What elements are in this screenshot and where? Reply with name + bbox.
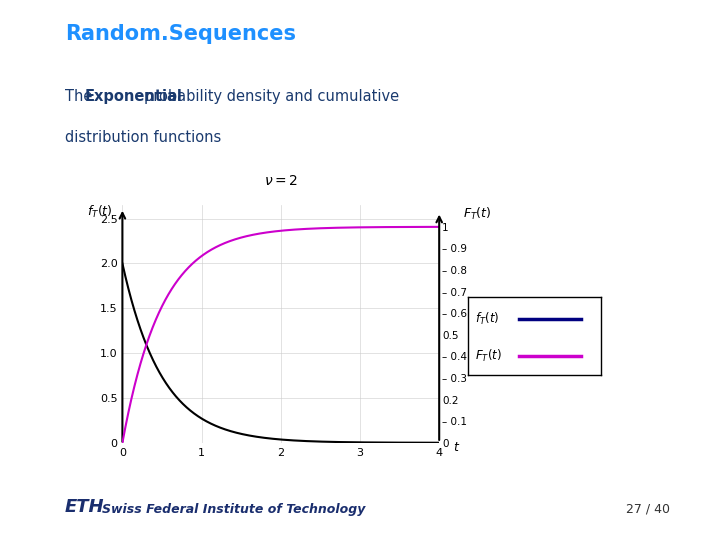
Text: $\nu = 2$: $\nu = 2$: [264, 174, 298, 188]
Text: Swiss Federal Institute of Technology: Swiss Federal Institute of Technology: [102, 503, 366, 516]
Text: 27 / 40: 27 / 40: [626, 503, 670, 516]
Text: Random.Sequences: Random.Sequences: [65, 24, 296, 44]
Text: probability density and cumulative: probability density and cumulative: [144, 89, 399, 104]
Text: $f_T(t)$: $f_T(t)$: [474, 311, 499, 327]
Text: $f_T(t)$: $f_T(t)$: [87, 204, 113, 220]
Text: $F_T(t)$: $F_T(t)$: [474, 348, 502, 364]
Text: $F_T(t)$: $F_T(t)$: [463, 206, 492, 222]
Text: Exponential: Exponential: [85, 89, 183, 104]
Text: distribution functions: distribution functions: [65, 130, 221, 145]
Text: ETH: ETH: [65, 498, 104, 516]
Text: $t$: $t$: [453, 441, 460, 454]
Text: The: The: [65, 89, 96, 104]
